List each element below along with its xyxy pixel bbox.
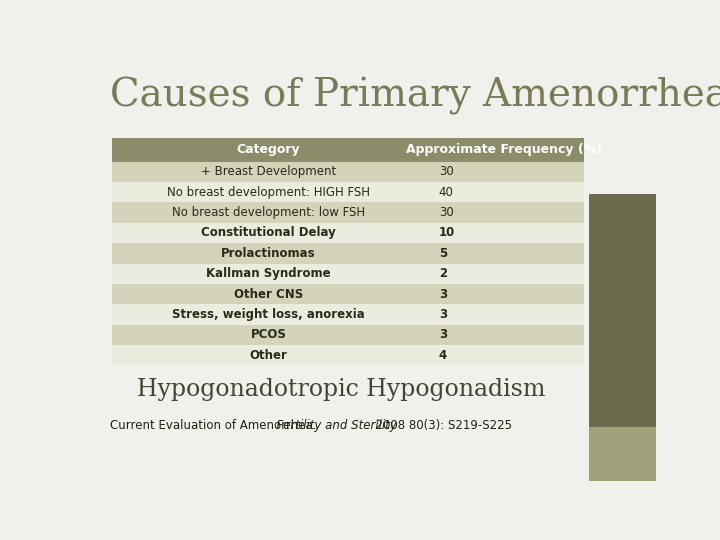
Text: + Breast Development: + Breast Development (201, 165, 336, 178)
Text: 5: 5 (438, 247, 447, 260)
Text: 10: 10 (438, 226, 455, 240)
Bar (112, 161, 584, 182)
Bar (590, 194, 657, 427)
Text: Other: Other (250, 349, 287, 362)
Bar (112, 223, 584, 243)
Bar (112, 243, 584, 264)
Bar (112, 264, 584, 284)
Bar (112, 182, 584, 202)
Text: Other CNS: Other CNS (234, 288, 303, 301)
Text: 3: 3 (438, 288, 447, 301)
Text: 4: 4 (438, 349, 447, 362)
Bar (112, 138, 584, 161)
Text: 3: 3 (438, 328, 447, 341)
Text: Current Evaluation of Amenorrhea.: Current Evaluation of Amenorrhea. (109, 420, 316, 433)
Text: 3: 3 (438, 308, 447, 321)
Text: Prolactinomas: Prolactinomas (221, 247, 316, 260)
Text: Constitutional Delay: Constitutional Delay (201, 226, 336, 240)
Text: Causes of Primary Amenorrhea: Causes of Primary Amenorrhea (109, 77, 720, 115)
Text: Hypogonadotropic Hypogonadism: Hypogonadotropic Hypogonadism (137, 378, 545, 401)
Text: 30: 30 (438, 165, 454, 178)
Text: Category: Category (237, 143, 300, 156)
Text: 40: 40 (438, 186, 454, 199)
Text: 2: 2 (438, 267, 447, 280)
Bar (112, 284, 584, 305)
Bar (112, 305, 584, 325)
Text: Approximate Frequency (%): Approximate Frequency (%) (406, 143, 603, 156)
Text: PCOS: PCOS (251, 328, 287, 341)
Text: Fertility and Sterility: Fertility and Sterility (269, 420, 397, 433)
Bar (112, 345, 584, 366)
Bar (590, 427, 657, 481)
Text: No breast development: low FSH: No breast development: low FSH (172, 206, 365, 219)
Bar (112, 202, 584, 223)
Text: No breast development: HIGH FSH: No breast development: HIGH FSH (167, 186, 370, 199)
Text: Kallman Syndrome: Kallman Syndrome (206, 267, 331, 280)
Text: Stress, weight loss, anorexia: Stress, weight loss, anorexia (172, 308, 365, 321)
Bar (112, 325, 584, 345)
Text: 30: 30 (438, 206, 454, 219)
Text: 2008 80(3): S219-S225: 2008 80(3): S219-S225 (369, 420, 513, 433)
